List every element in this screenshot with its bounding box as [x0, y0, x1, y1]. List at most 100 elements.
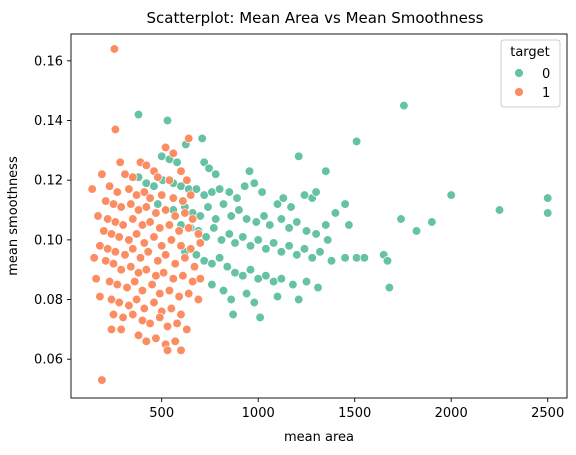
data-point-target-1 [155, 288, 165, 299]
data-point-target-1 [124, 300, 134, 311]
data-point-target-1 [180, 208, 190, 218]
data-point-target-1 [184, 133, 194, 144]
data-point-target-0 [315, 247, 325, 257]
data-point-target-1 [195, 274, 205, 284]
data-point-target-0 [311, 229, 321, 239]
data-point-target-0 [351, 136, 362, 147]
data-point-target-1 [122, 282, 132, 293]
data-point-target-0 [204, 163, 214, 173]
x-tick-label: 2500 [531, 406, 564, 421]
data-point-target-0 [259, 211, 269, 221]
data-point-target-0 [427, 217, 437, 227]
data-point-target-1 [151, 333, 161, 343]
data-point-target-1 [108, 259, 119, 269]
data-point-target-0 [253, 235, 263, 245]
data-point-target-0 [207, 187, 217, 197]
data-point-target-0 [245, 241, 256, 251]
data-point-target-0 [301, 276, 312, 287]
x-axis-label: mean area [284, 430, 354, 445]
data-point-target-0 [351, 253, 362, 263]
points-layer [87, 44, 553, 385]
data-point-target-1 [137, 285, 148, 296]
data-point-target-0 [446, 190, 456, 200]
data-point-target-1 [141, 160, 151, 170]
data-point-target-1 [112, 279, 122, 290]
data-point-target-0 [255, 312, 265, 323]
data-point-target-1 [164, 220, 175, 230]
data-point-target-1 [157, 241, 167, 251]
data-point-target-1 [124, 235, 134, 245]
data-point-target-0 [330, 208, 341, 218]
data-point-target-1 [97, 375, 107, 385]
data-point-target-0 [218, 199, 229, 209]
data-point-target-0 [241, 288, 252, 299]
data-point-target-1 [108, 309, 119, 320]
data-point-target-0 [382, 256, 393, 266]
y-axis-ticks: 0.06 0.08 0.10 0.12 0.14 0.16 [34, 54, 71, 368]
data-point-target-0 [359, 253, 370, 263]
data-point-target-0 [230, 268, 240, 278]
data-point-target-0 [249, 178, 259, 188]
data-point-target-1 [106, 324, 117, 335]
data-point-target-1 [176, 345, 186, 355]
data-point-target-1 [141, 336, 151, 346]
data-point-target-0 [286, 202, 296, 212]
data-point-target-0 [340, 199, 350, 209]
data-point-target-1 [160, 205, 171, 215]
data-point-target-1 [131, 190, 142, 200]
data-point-target-1 [160, 142, 171, 153]
data-point-target-1 [153, 172, 163, 182]
legend-marker-1 [514, 87, 524, 97]
data-point-target-1 [153, 256, 163, 266]
data-point-target-1 [116, 324, 126, 335]
data-point-target-0 [226, 211, 236, 221]
data-point-target-1 [176, 241, 186, 251]
legend-marker-0 [514, 68, 524, 78]
data-point-target-1 [104, 276, 115, 287]
y-tick-label: 0.12 [34, 174, 63, 189]
data-point-target-0 [224, 229, 234, 239]
data-point-target-1 [118, 312, 128, 323]
data-point-target-1 [139, 303, 149, 314]
data-point-target-0 [149, 181, 159, 191]
data-point-target-0 [253, 274, 263, 284]
data-point-target-1 [118, 220, 128, 230]
data-point-target-0 [326, 256, 337, 266]
data-point-target-1 [180, 253, 190, 263]
data-point-target-0 [261, 244, 271, 254]
data-point-target-0 [323, 235, 333, 245]
data-point-target-1 [131, 229, 142, 239]
data-point-target-0 [191, 184, 202, 194]
data-point-target-0 [299, 244, 310, 254]
data-point-target-1 [186, 190, 196, 200]
data-point-target-1 [164, 285, 175, 296]
data-point-target-0 [157, 151, 167, 161]
data-point-target-1 [170, 259, 180, 269]
data-point-target-0 [209, 223, 219, 233]
data-point-target-0 [195, 211, 205, 221]
data-point-target-0 [299, 190, 310, 200]
data-point-target-1 [187, 214, 198, 224]
data-point-target-1 [174, 226, 184, 236]
data-point-target-0 [301, 226, 312, 236]
data-point-target-1 [155, 223, 165, 233]
data-point-target-0 [199, 256, 209, 266]
data-point-target-0 [288, 279, 298, 290]
data-point-target-1 [87, 184, 97, 194]
data-point-target-0 [234, 205, 244, 215]
data-point-target-1 [109, 44, 120, 54]
data-point-target-1 [106, 294, 117, 305]
data-point-target-1 [187, 276, 198, 287]
data-point-target-0 [311, 187, 321, 197]
data-point-target-1 [160, 250, 171, 260]
data-point-target-0 [214, 184, 225, 194]
data-point-target-1 [97, 169, 107, 179]
data-point-target-1 [116, 202, 126, 212]
data-point-target-0 [226, 294, 236, 305]
data-point-target-1 [166, 303, 177, 314]
data-point-target-1 [128, 309, 138, 320]
data-point-target-0 [268, 238, 279, 248]
data-point-target-0 [228, 309, 238, 320]
data-point-target-0 [494, 205, 505, 215]
data-point-target-0 [222, 262, 232, 272]
